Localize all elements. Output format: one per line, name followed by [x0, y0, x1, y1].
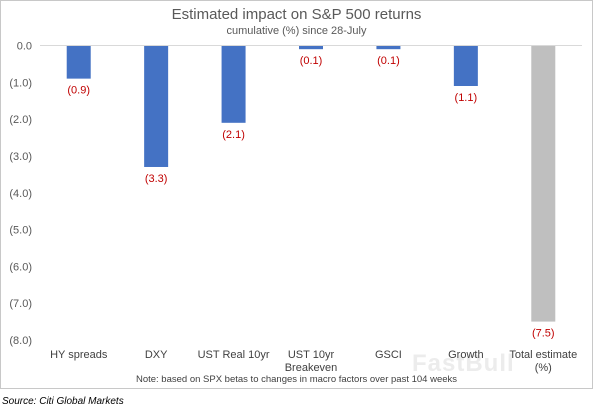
chart-title: Estimated impact on S&P 500 returns: [171, 6, 422, 23]
bar: [66, 45, 91, 79]
y-tick-label: (5.0): [9, 225, 32, 237]
category-label: HY spreads: [50, 349, 108, 361]
category-label: DXY: [145, 349, 168, 361]
data-label: (0.1): [377, 55, 400, 67]
data-label: (7.5): [532, 328, 555, 340]
category-label: UST 10yr Breakeven: [285, 349, 338, 374]
data-label: (1.1): [455, 92, 478, 104]
y-tick-label: (6.0): [9, 261, 32, 273]
bar: [144, 45, 169, 167]
y-tick-label: 0.0: [17, 41, 32, 53]
chart-subtitle: cumulative (%) since 28-July: [226, 25, 367, 37]
bar: [531, 45, 556, 322]
category-label: Total estimate (%): [509, 349, 577, 374]
category-label: GSCI: [375, 349, 402, 361]
y-tick-label: (1.0): [9, 77, 32, 89]
data-label: (2.1): [222, 129, 245, 141]
data-label: (0.1): [300, 55, 323, 67]
data-label: (3.3): [145, 173, 168, 185]
data-label: (0.9): [67, 85, 90, 97]
bar: [221, 45, 246, 123]
category-label: Growth: [448, 349, 483, 361]
y-tick-label: (8.0): [9, 335, 32, 347]
category-label: UST Real 10yr: [198, 349, 270, 361]
chart-note: Note: based on SPX betas to changes in m…: [135, 374, 458, 385]
bar: [299, 45, 323, 50]
y-tick-label: (2.0): [9, 114, 32, 126]
bar: [453, 45, 478, 86]
watermark-logo: FastBull: [412, 350, 515, 377]
source-text: Source: Citi Global Markets: [2, 396, 124, 407]
y-tick-label: (7.0): [9, 298, 32, 310]
bar: [376, 45, 401, 50]
y-tick-label: (4.0): [9, 188, 32, 200]
y-tick-label: (3.0): [9, 151, 32, 163]
chart-frame: [0, 0, 593, 389]
